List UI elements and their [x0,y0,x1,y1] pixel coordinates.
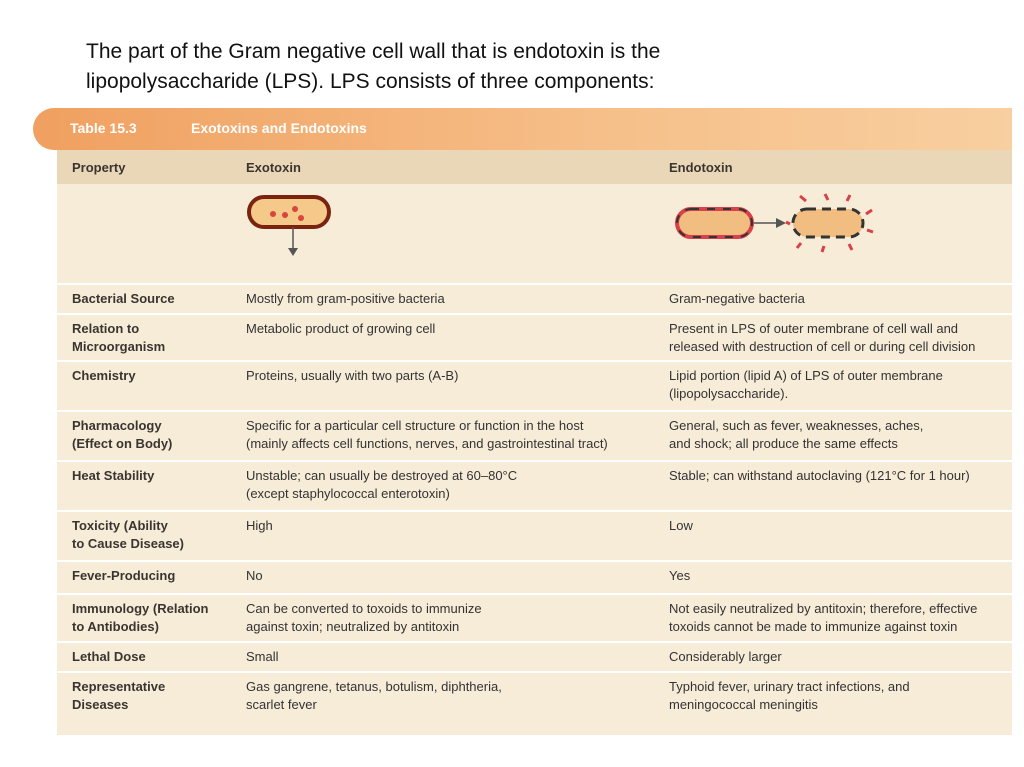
row-divider [57,593,1012,595]
table-cell: Considerably larger [669,648,782,666]
cell-line: Bacterial Source [72,291,175,306]
table-cell: Chemistry [72,367,136,385]
header-cell: Property [72,160,126,175]
cell-line: Fever-Producing [72,568,176,583]
cell-line: Immunology (Relation [72,601,209,616]
endotoxin-cells [675,193,874,253]
cell-line: Present in LPS of outer membrane of cell… [669,321,959,336]
table-cell: Fever-Producing [72,567,175,585]
cell-line: Gas gangrene, tetanus, botulism, diphthe… [246,679,502,694]
row-divider [57,671,1012,673]
table-title: Exotoxins and Endotoxins [191,120,367,136]
cell-line: toxoids cannot be made to immunize again… [669,619,958,634]
table-cell: General, such as fever, weaknesses, ache… [669,417,923,453]
table-cell: Representative Diseases [72,678,165,714]
table-bg [57,150,1012,735]
cell-line: against toxin; neutralized by antitoxin [246,619,460,634]
table-cell: Typhoid fever, urinary tract infections,… [669,678,910,714]
table-cell: Immunology (Relation to Antibodies) [72,600,209,636]
cell-line: Lethal Dose [72,649,146,664]
intro-line: The part of the Gram negative cell wall … [86,40,661,63]
table-cell: Gas gangrene, tetanus, botulism, diphthe… [246,678,502,714]
cell-line: and shock; all produce the same effects [669,436,898,451]
table-cell: Unstable; can usually be destroyed at 60… [246,467,517,503]
cell-line: Lipid portion (lipid A) of LPS of outer … [669,368,943,383]
table-cell: Small [246,648,279,666]
table-number: Table 15.3 [70,120,137,136]
table-cell: Toxicity (Ability to Cause Disease) [72,517,184,553]
cell-line: to Cause Disease) [72,536,184,551]
header-cell: Endotoxin [669,160,733,175]
table-cell: Low [669,517,693,535]
cell-line: Specific for a particular cell structure… [246,418,584,433]
table-cell: Stable; can withstand autoclaving (121°C… [669,467,970,485]
cell-line: (except staphylococcal enterotoxin) [246,486,450,501]
title-bar [33,108,1012,150]
table-cell: Yes [669,567,690,585]
intro-line: lipopolysaccharide (LPS). LPS consists o… [86,70,655,93]
cell-line: (Effect on Body) [72,436,173,451]
cell-line: Yes [669,568,691,583]
row-divider [57,410,1012,412]
table-cell: Pharmacology (Effect on Body) [72,417,172,453]
cell-line: Considerably larger [669,649,782,664]
cell-line: Gram-negative bacteria [669,291,805,306]
cell-line: High [246,518,273,533]
cell-line: meningococcal meningitis [669,697,818,712]
cell-line: Metabolic product of growing cell [246,321,436,336]
table-cell: Gram-negative bacteria [669,290,805,308]
table-cell: Metabolic product of growing cell [246,320,435,338]
cell-line: released with destruction of cell or dur… [669,339,976,354]
row-divider [57,283,1012,285]
table-cell: Lethal Dose [72,648,146,666]
table-cell: Not easily neutralized by antitoxin; the… [669,600,977,636]
table-cell: High [246,517,273,535]
cell-line: Stable; can withstand autoclaving (121°C… [669,468,970,483]
table-cell: Can be converted to toxoids to immunize a… [246,600,482,636]
table-cell: Heat Stability [72,467,154,485]
row-divider [57,360,1012,362]
exotoxin-cell [247,195,331,256]
row-divider [57,641,1012,643]
cell-line: Chemistry [72,368,136,383]
cell-line: Can be converted to toxoids to immunize [246,601,482,616]
header-cell: Exotoxin [246,160,301,175]
cell-line: to Antibodies) [72,619,159,634]
header-row [57,150,1012,184]
row-divider [57,460,1012,462]
table-cell: Lipid portion (lipid A) of LPS of outer … [669,367,943,403]
table-cell: No [246,567,263,585]
table-cell: Proteins, usually with two parts (A-B) [246,367,458,385]
cell-line: Unstable; can usually be destroyed at 60… [246,468,518,483]
cell-line: No [246,568,263,583]
row-divider [57,313,1012,315]
cell-line: Microorganism [72,339,166,354]
cell-line: General, such as fever, weaknesses, ache… [669,418,924,433]
cell-line: (mainly affects cell functions, nerves, … [246,436,608,451]
table-cell: Specific for a particular cell structure… [246,417,608,453]
table-cell: Bacterial Source [72,290,175,308]
cell-line: Pharmacology [72,418,162,433]
cell-line: Not easily neutralized by antitoxin; the… [669,601,978,616]
cell-line: Small [246,649,279,664]
table-cell: Mostly from gram-positive bacteria [246,290,445,308]
cell-line: Mostly from gram-positive bacteria [246,291,445,306]
cell-line: Proteins, usually with two parts (A-B) [246,368,459,383]
table-cell: Relation to Microorganism [72,320,165,356]
cell-line: Typhoid fever, urinary tract infections,… [669,679,910,694]
cell-line: Low [669,518,693,533]
table-cell: Present in LPS of outer membrane of cell… [669,320,975,356]
cell-line: Diseases [72,697,129,712]
cell-line: Relation to [72,321,140,336]
cell-line: Representative [72,679,166,694]
cell-line: (lipopolysaccharide). [669,386,789,401]
row-divider [57,510,1012,512]
row-divider [57,560,1012,562]
cell-line: Toxicity (Ability [72,518,168,533]
cell-line: scarlet fever [246,697,317,712]
cell-line: Heat Stability [72,468,155,483]
